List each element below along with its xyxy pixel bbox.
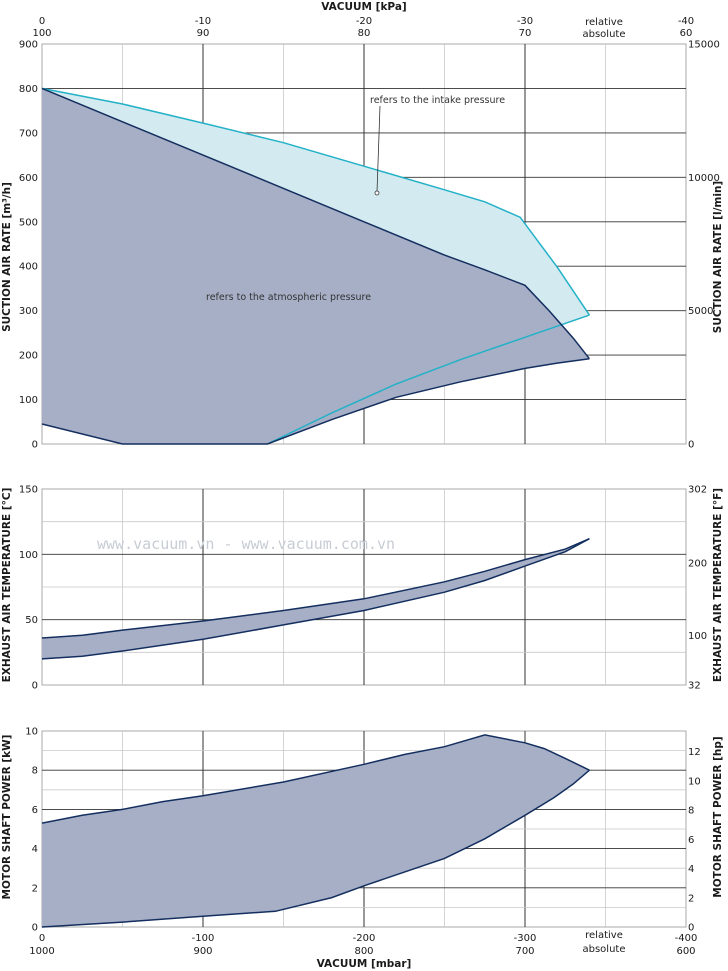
y2-tick-label: 12 xyxy=(688,747,701,758)
annotation-atmospheric: refers to the atmospheric pressure xyxy=(206,292,371,303)
exhaust-temperature-line-lower xyxy=(41,538,590,660)
y-tick-label: 10 xyxy=(25,727,38,738)
top-relative-tick: -30 xyxy=(517,16,533,27)
exhaust-temperature-area xyxy=(42,538,590,659)
motor-power-area xyxy=(42,734,590,927)
y-tick-label: 700 xyxy=(19,128,38,139)
y2-tick-label: 10 xyxy=(688,776,701,787)
annotation-intake: refers to the intake pressure xyxy=(370,95,505,106)
y2-tick-label: 2 xyxy=(688,893,694,904)
y-tick-label: 300 xyxy=(19,306,38,317)
exhaust-temperature-line-upper xyxy=(41,538,590,639)
y-tick-label: 0 xyxy=(32,440,38,451)
bottom-relative-tick: -200 xyxy=(353,933,376,944)
y-tick-label: 500 xyxy=(19,217,38,228)
bottom-relative-tick: 0 xyxy=(39,933,45,944)
y-tick-label: 0 xyxy=(32,923,38,934)
top-relative-tick: -10 xyxy=(195,16,211,27)
y-tick-label: 0 xyxy=(32,681,38,692)
bottom-relative-label: relative xyxy=(585,930,623,941)
watermark: www.vacuum.vn - www.vacuum.com.vn xyxy=(97,535,395,553)
y2-tick-label: 5000 xyxy=(688,306,713,317)
intake-pressure-line-lower xyxy=(267,314,590,445)
bottom-axis-title: VACUUM [mbar] xyxy=(317,958,412,970)
y2-tick-label: 200 xyxy=(688,559,707,570)
p2-right-axis-title: EXHAUST AIR TEMPERATURE [°F] xyxy=(712,488,724,682)
atmospheric-pressure-line-upper xyxy=(41,87,590,360)
y-tick-label: 800 xyxy=(19,84,38,95)
y-tick-label: 2 xyxy=(32,883,38,894)
p3-left-axis-title: MOTOR SHAFT POWER [kW] xyxy=(1,735,13,900)
annotation-leader-line xyxy=(376,105,381,193)
y2-tick-label: 0 xyxy=(688,440,694,451)
bottom-absolute-tick: 900 xyxy=(193,946,212,957)
bottom-absolute-label: absolute xyxy=(583,944,626,955)
atmospheric-pressure-line-lower xyxy=(41,357,590,445)
y-tick-label: 100 xyxy=(19,395,38,406)
atmospheric-pressure-area xyxy=(42,88,590,445)
y2-tick-label: 6 xyxy=(688,835,694,846)
top-relative-tick: -20 xyxy=(356,16,372,27)
top-axis-title: VACUUM [kPa] xyxy=(321,1,406,13)
p3-right-axis-title: MOTOR SHAFT POWER [hp] xyxy=(712,736,724,897)
y-tick-label: 400 xyxy=(19,262,38,273)
y2-tick-label: 8 xyxy=(688,805,694,816)
y2-tick-label: 4 xyxy=(688,864,694,875)
p1-right-axis-title: SUCTION AIR RATE [l/min] xyxy=(712,181,724,333)
top-absolute-tick: 100 xyxy=(32,28,51,39)
y2-tick-label: 302 xyxy=(688,485,707,496)
bottom-absolute-tick: 700 xyxy=(515,946,534,957)
y2-tick-label: 10000 xyxy=(688,173,720,184)
intake-pressure-line-upper xyxy=(41,87,591,316)
top-relative-tick: 0 xyxy=(39,16,45,27)
motor-power-line-upper xyxy=(41,734,590,824)
top-absolute-tick: 70 xyxy=(519,28,532,39)
y2-tick-label: 100 xyxy=(688,631,707,642)
y2-tick-label: 32 xyxy=(688,681,701,692)
y2-tick-label: 15000 xyxy=(688,40,720,51)
y-tick-label: 4 xyxy=(32,844,38,855)
y-tick-label: 8 xyxy=(32,766,38,777)
y-tick-label: 900 xyxy=(19,40,38,51)
y-tick-label: 200 xyxy=(19,351,38,362)
p2-left-axis-title: EXHAUST AIR TEMPERATURE [°C] xyxy=(1,488,13,683)
top-absolute-tick: 90 xyxy=(197,28,210,39)
y2-tick-label: 0 xyxy=(688,923,694,934)
bottom-relative-tick: -300 xyxy=(514,933,537,944)
bottom-absolute-tick: 1000 xyxy=(29,946,54,957)
y-tick-label: 150 xyxy=(19,485,38,496)
y-tick-label: 600 xyxy=(19,173,38,184)
y-tick-label: 6 xyxy=(32,805,38,816)
p1-left-axis-title: SUCTION AIR RATE [m³/h] xyxy=(1,182,13,332)
top-relative-label: relative xyxy=(585,17,623,28)
bottom-relative-tick: -400 xyxy=(675,933,698,944)
top-absolute-tick: 80 xyxy=(358,28,371,39)
top-absolute-tick: 60 xyxy=(680,28,693,39)
annotation-leader-dot xyxy=(374,190,380,196)
motor-power-line-lower xyxy=(41,769,590,928)
y-tick-label: 100 xyxy=(19,550,38,561)
y-tick-label: 50 xyxy=(25,615,38,626)
data-layer xyxy=(41,87,591,928)
bottom-absolute-tick: 600 xyxy=(676,946,695,957)
top-absolute-label: absolute xyxy=(583,29,626,40)
labels-layer: 0100200300400500600700800900050001000015… xyxy=(19,16,720,957)
top-relative-tick: -40 xyxy=(678,16,694,27)
bottom-relative-tick: -100 xyxy=(192,933,215,944)
bottom-absolute-tick: 800 xyxy=(354,946,373,957)
